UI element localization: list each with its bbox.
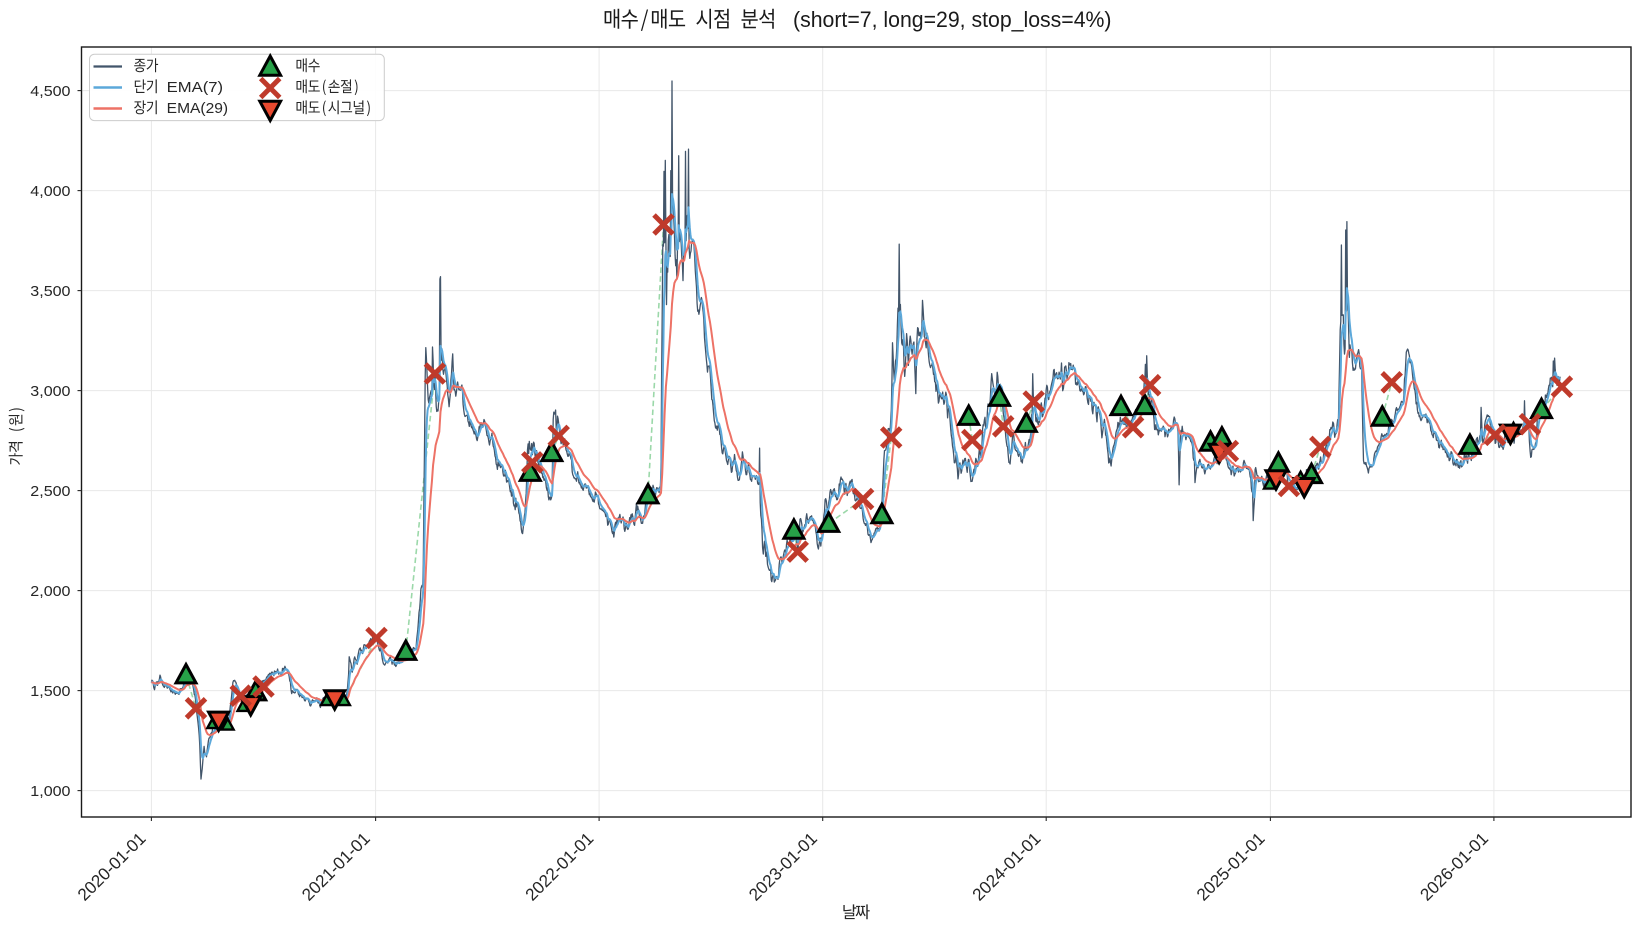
svg-text:3,500: 3,500 bbox=[30, 283, 70, 300]
svg-text:3,000: 3,000 bbox=[30, 383, 70, 400]
svg-text:EMA(7): EMA(7) bbox=[167, 79, 223, 96]
svg-text:1,000: 1,000 bbox=[30, 783, 70, 800]
svg-text:2,500: 2,500 bbox=[30, 483, 70, 500]
svg-text:EMA(29): EMA(29) bbox=[167, 100, 228, 117]
svg-text:2,000: 2,000 bbox=[30, 583, 70, 600]
svg-text:4,500: 4,500 bbox=[30, 83, 70, 100]
svg-text:(short=7, long=29, stop_loss=4: (short=7, long=29, stop_loss=4%) bbox=[793, 7, 1112, 32]
svg-text:1,500: 1,500 bbox=[30, 683, 70, 700]
svg-text:4,000: 4,000 bbox=[30, 183, 70, 200]
